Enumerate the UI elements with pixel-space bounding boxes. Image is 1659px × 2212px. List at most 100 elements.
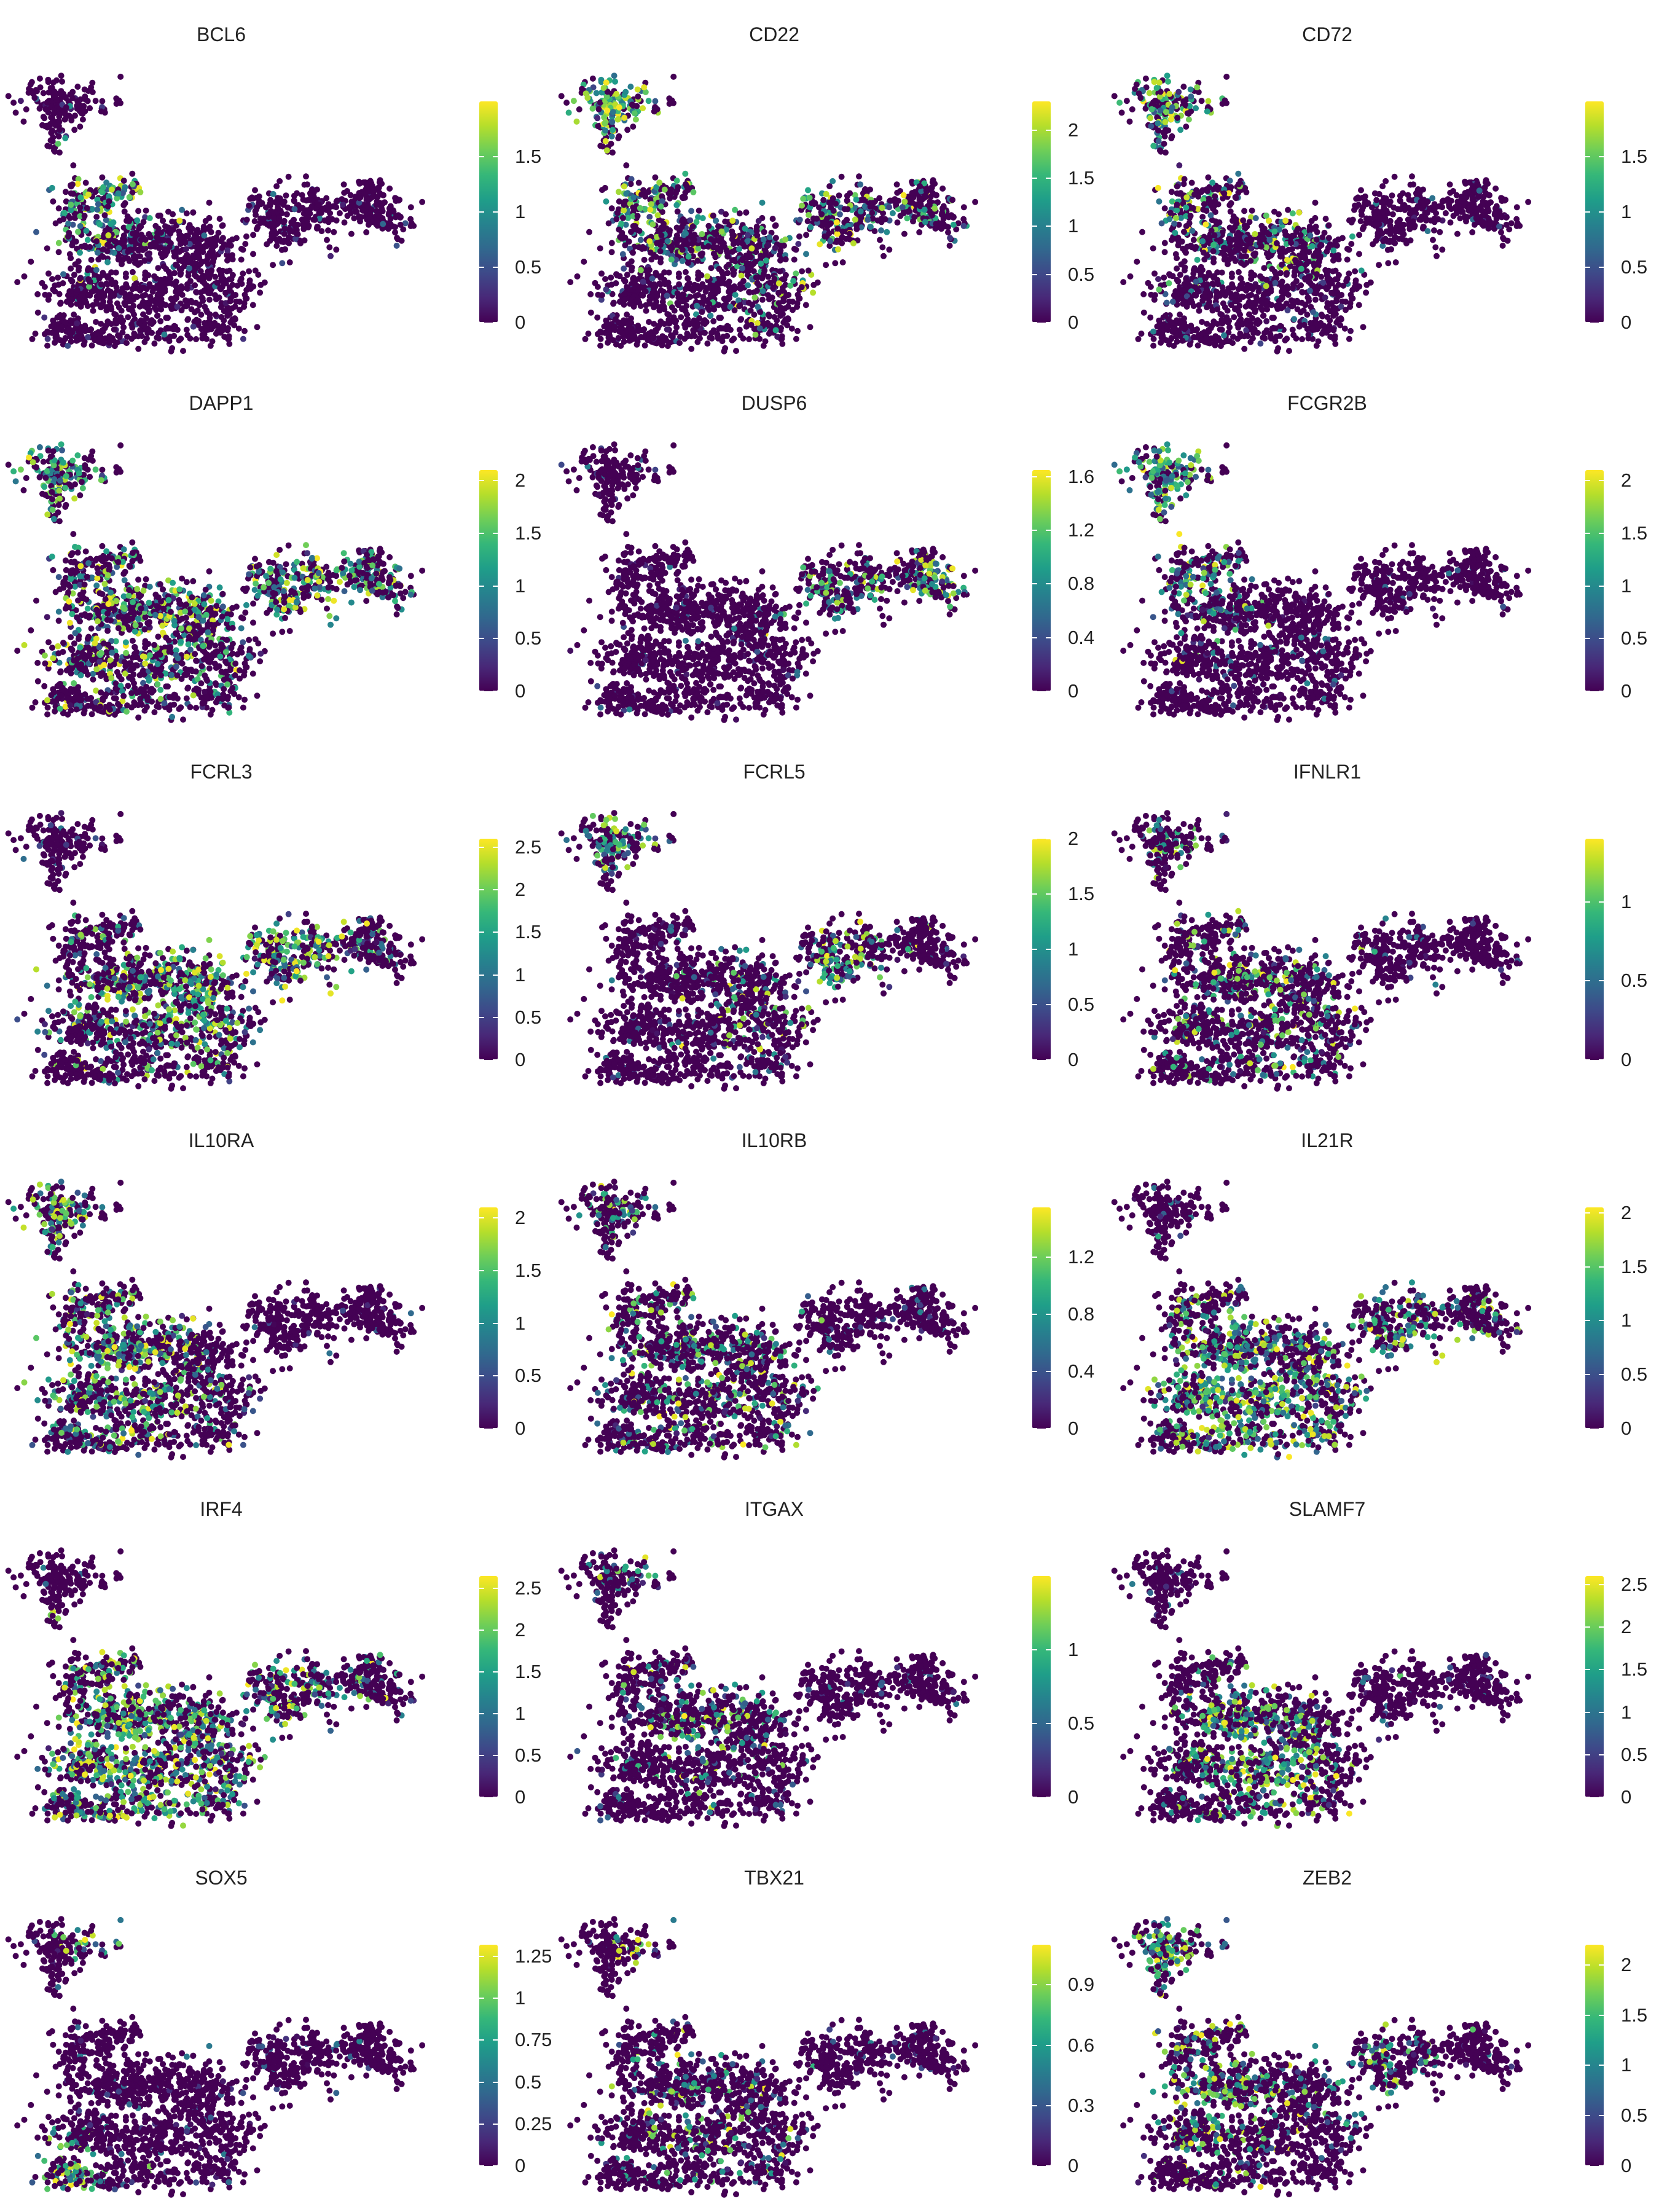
cell-point (261, 215, 267, 222)
cell-point (589, 75, 596, 82)
cell-point (1322, 294, 1328, 301)
cell-point (1243, 189, 1250, 195)
cell-point (670, 314, 677, 321)
cell-point (628, 176, 635, 182)
cell-point (707, 292, 714, 299)
cell-point (641, 256, 648, 263)
cell-point (1163, 127, 1169, 133)
cell-point (787, 282, 794, 289)
cell-point (839, 259, 846, 265)
cell-point (42, 291, 49, 298)
cell-point (249, 302, 256, 308)
cell-point (719, 280, 726, 286)
cell-point (681, 238, 688, 245)
cell-point (624, 312, 630, 318)
cell-point (565, 109, 572, 116)
cell-point (219, 327, 226, 334)
cell-point (1161, 205, 1168, 212)
cell-point (670, 73, 677, 80)
cell-point (44, 245, 50, 252)
cell-point (339, 196, 345, 203)
cell-point (723, 226, 729, 233)
cell-point (334, 197, 340, 204)
cell-point (834, 226, 841, 232)
cell-point (1358, 267, 1365, 274)
cell-point (600, 85, 607, 92)
cell-point (77, 275, 84, 282)
cell-point (115, 256, 122, 263)
cell-point (1318, 273, 1325, 280)
cell-point (1205, 301, 1212, 308)
cell-point (377, 177, 383, 184)
cell-point (318, 228, 325, 235)
cell-point (250, 232, 257, 238)
cell-point (87, 244, 93, 250)
cell-point (316, 215, 323, 222)
cell-point (1226, 224, 1233, 231)
cell-point (1263, 244, 1269, 251)
cell-point (769, 216, 776, 222)
cell-point (121, 208, 128, 215)
cell-point (1166, 271, 1172, 278)
cell-point (950, 221, 957, 228)
cell-point (731, 232, 737, 239)
cell-point (673, 256, 680, 263)
cell-point (736, 246, 742, 253)
cell-point (672, 329, 679, 336)
cell-point (210, 257, 216, 264)
cell-point (126, 194, 133, 200)
cell-point (173, 261, 179, 268)
cell-point (659, 333, 666, 340)
cell-point (1166, 90, 1173, 97)
cell-point (619, 230, 626, 236)
cell-point (146, 308, 152, 315)
cell-point (664, 343, 671, 350)
cell-point (618, 342, 624, 349)
cell-point (1175, 278, 1182, 285)
cell-point (1183, 275, 1190, 282)
cell-point (165, 228, 172, 235)
cell-point (274, 238, 281, 245)
cell-point (370, 187, 377, 194)
cell-point (760, 271, 767, 278)
cell-point (55, 205, 62, 212)
cell-point (772, 327, 779, 334)
cell-point (622, 88, 629, 95)
cell-point (695, 269, 702, 276)
cell-point (909, 199, 916, 206)
cell-point (385, 226, 392, 232)
cell-point (88, 342, 95, 349)
cell-point (219, 245, 226, 251)
cell-point (166, 280, 173, 286)
cell-point (1268, 302, 1275, 308)
cell-point (1335, 281, 1342, 288)
cell-point (760, 236, 767, 243)
cell-point (1249, 207, 1255, 214)
cell-point (397, 214, 404, 221)
cell-point (120, 224, 127, 231)
cell-point (608, 205, 615, 212)
cell-point (68, 114, 75, 121)
cell-point (711, 229, 717, 236)
cell-point (49, 138, 56, 144)
cell-point (1199, 214, 1206, 220)
cell-point (1307, 232, 1314, 239)
cell-point (125, 224, 132, 230)
cell-point (49, 329, 55, 336)
cell-point (201, 320, 208, 326)
cell-point (175, 286, 181, 293)
cell-point (1194, 206, 1201, 213)
cell-point (253, 211, 259, 218)
cell-point (107, 288, 114, 295)
cell-point (585, 331, 592, 337)
cell-point (119, 329, 126, 336)
cell-point (315, 201, 322, 208)
cell-point (1183, 124, 1190, 130)
cell-point (1161, 141, 1167, 147)
cell-point (739, 241, 746, 248)
cell-point (615, 116, 622, 122)
cell-point (178, 335, 184, 342)
cell-point (1215, 281, 1222, 288)
cell-point (348, 198, 355, 205)
cell-point (283, 211, 290, 218)
